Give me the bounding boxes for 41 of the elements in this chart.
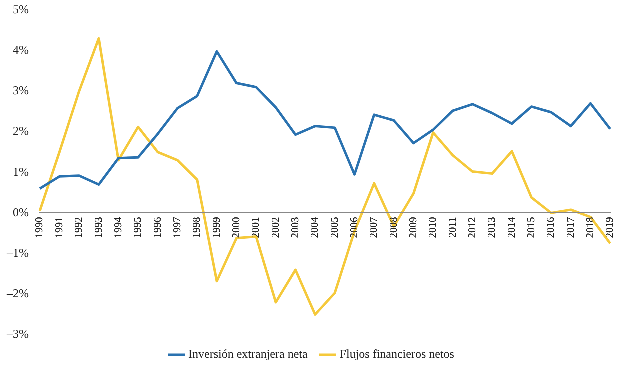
- x-tick-label: 2012: [467, 217, 478, 238]
- y-tick-label: –1%: [6, 246, 29, 260]
- x-tick-label: 2017: [566, 217, 577, 238]
- x-tick-label: 1994: [113, 216, 124, 238]
- x-tick-label: 2013: [487, 217, 498, 238]
- x-tick-label: 1998: [192, 217, 204, 238]
- y-tick-label: 2%: [12, 124, 29, 138]
- x-tick-label: 2009: [408, 217, 420, 238]
- x-tick-label: 1991: [54, 217, 66, 238]
- x-tick-label: 2002: [270, 217, 282, 238]
- legend-label: Inversión extranjera neta: [188, 347, 308, 362]
- x-tick-label: 2008: [388, 217, 400, 238]
- y-tick-label: –3%: [6, 327, 29, 342]
- x-tick-label: 2001: [251, 217, 262, 238]
- x-tick-label: 2003: [290, 217, 302, 238]
- y-tick-label: –2%: [6, 286, 29, 301]
- x-tick-label: 2000: [231, 217, 242, 238]
- x-tick-label: 2005: [330, 217, 341, 238]
- x-tick-label: 2014: [506, 216, 518, 238]
- y-tick-label: 3%: [12, 84, 29, 98]
- x-tick-label: 1996: [152, 217, 164, 238]
- x-tick-label: 1995: [133, 217, 144, 238]
- y-tick-label: 4%: [12, 42, 29, 57]
- x-tick-label: 1992: [74, 217, 86, 238]
- x-tick-label: 1997: [172, 217, 184, 238]
- legend-label: Flujos financieros netos: [340, 347, 455, 362]
- x-tick-label: 2016: [546, 217, 558, 238]
- x-tick-label: 2019: [605, 217, 616, 238]
- x-tick-label: 2011: [448, 217, 459, 238]
- x-tick-label: 2015: [526, 217, 538, 238]
- x-tick-label: 1990: [34, 217, 46, 238]
- x-tick-label: 1993: [94, 217, 105, 238]
- y-tick-label: 5%: [12, 2, 29, 16]
- x-tick-label: 2007: [369, 217, 380, 238]
- x-tick-label: 2010: [428, 217, 440, 238]
- y-tick-label: 0%: [12, 205, 29, 220]
- y-tick-label: 1%: [12, 164, 29, 179]
- x-tick-label: 2018: [585, 217, 596, 238]
- x-tick-label: 2004: [310, 216, 322, 238]
- x-tick-label: 1999: [212, 217, 223, 238]
- x-tick-label: 2006: [349, 217, 360, 238]
